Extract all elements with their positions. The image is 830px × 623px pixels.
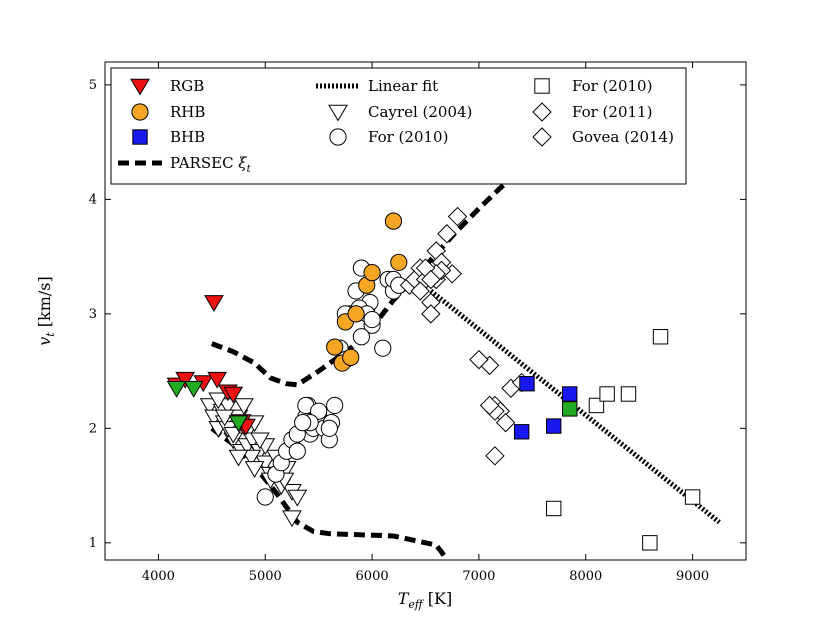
data-point [288, 442, 306, 460]
y-tick-label: 2 [89, 421, 97, 436]
legend-label: Linear fit [368, 77, 438, 95]
legend-marker [534, 78, 550, 94]
data-point [642, 535, 658, 551]
data-point [374, 339, 392, 357]
data-point [469, 349, 489, 370]
y-tick-label: 4 [89, 192, 97, 207]
data-point [175, 371, 195, 389]
legend-label: BHB [170, 128, 205, 146]
y-tick-label: 5 [89, 78, 97, 93]
data-point [421, 304, 441, 324]
data-point [207, 371, 228, 389]
legend-label: For (2010) [572, 77, 652, 95]
data-point [390, 253, 408, 271]
legend-label: Cayrel (2004) [368, 103, 472, 121]
data-point [485, 446, 505, 466]
data-point [166, 381, 187, 398]
data-point [256, 488, 274, 506]
data-point [588, 397, 605, 414]
data-point [204, 295, 224, 312]
data-point [421, 269, 441, 290]
data-point [223, 386, 244, 404]
data-point [363, 310, 381, 329]
y-tick-label: 1 [89, 536, 97, 551]
data-point [234, 398, 254, 415]
y-axis-label: vt [km/s] [35, 276, 57, 346]
data-point [479, 395, 500, 416]
legend-marker [329, 128, 347, 146]
data-point [223, 426, 244, 444]
data-point [652, 329, 669, 345]
legend-label: RGB [170, 77, 204, 95]
x-tick-label: 6000 [356, 569, 389, 584]
x-tick-label: 4000 [142, 569, 175, 584]
data-point [214, 409, 235, 427]
data-point [562, 401, 578, 417]
data-point [244, 461, 265, 478]
legend-marker [532, 127, 552, 147]
data-point [410, 281, 430, 301]
legend-box [110, 67, 687, 185]
data-point [287, 489, 308, 507]
data-point [347, 305, 365, 323]
data-point [208, 392, 229, 410]
data-point [250, 432, 270, 450]
data-point [495, 412, 516, 433]
data-point [183, 381, 204, 398]
data-point [342, 348, 360, 366]
data-point [513, 424, 530, 440]
data-point [294, 414, 312, 432]
legend-marker [132, 129, 148, 145]
data-point [620, 386, 637, 402]
data-point [684, 489, 701, 505]
legend-label: Govea (2014) [572, 128, 674, 146]
data-point [228, 449, 249, 467]
legend-label: PARSEC ξt [170, 154, 252, 175]
data-point [519, 375, 535, 392]
legend-marker [130, 78, 150, 96]
data-point [326, 396, 344, 415]
legend-marker [532, 102, 552, 122]
data-point [326, 338, 344, 356]
legend-marker [328, 104, 348, 122]
x-tick-label: 9000 [676, 569, 709, 584]
data-point [310, 402, 328, 420]
legend-marker [131, 103, 149, 121]
data-point [437, 224, 457, 244]
legend-label: For (2011) [572, 103, 652, 121]
x-tick-label: 8000 [569, 569, 602, 584]
legend-label: RHB [170, 103, 205, 121]
data-point [241, 449, 262, 467]
x-tick-label: 7000 [462, 569, 495, 584]
data-point [320, 419, 338, 437]
data-point [562, 386, 578, 402]
x-tick-label: 5000 [249, 569, 282, 584]
data-point [447, 206, 468, 227]
data-point [546, 500, 562, 517]
data-point [384, 212, 403, 230]
data-point [352, 328, 370, 346]
legend-label: For (2010) [368, 128, 448, 146]
data-point [599, 386, 615, 402]
data-point [282, 510, 302, 528]
data-point [363, 264, 381, 282]
x-axis-label: Teff [K] [398, 589, 453, 611]
data-point [546, 418, 562, 434]
y-tick-label: 3 [89, 307, 97, 322]
data-point [228, 415, 249, 433]
